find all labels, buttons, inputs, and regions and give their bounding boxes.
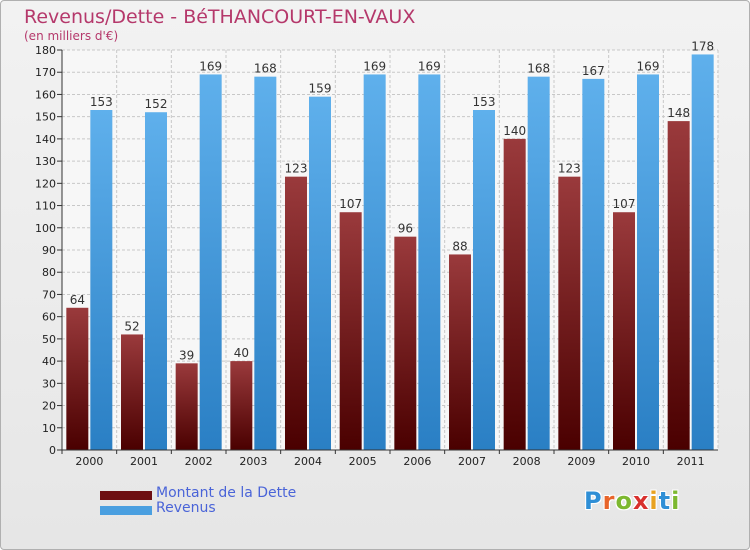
y-tick-label: 40 bbox=[42, 355, 56, 368]
logo-letter: P bbox=[584, 487, 603, 515]
data-label: 169 bbox=[637, 59, 660, 73]
y-tick-label: 160 bbox=[35, 88, 56, 101]
logo-letter: i bbox=[671, 487, 681, 515]
x-tick-label: 2003 bbox=[239, 455, 267, 468]
logo-letter: r bbox=[602, 487, 616, 515]
bar-dette bbox=[66, 307, 89, 450]
bar-revenus bbox=[199, 74, 222, 450]
y-tick-label: 70 bbox=[42, 288, 56, 301]
y-tick-label: 30 bbox=[42, 377, 56, 390]
legend-swatch-dette bbox=[100, 491, 152, 500]
bar-dette bbox=[503, 138, 526, 450]
y-tick-label: 150 bbox=[35, 111, 56, 124]
bar-dette bbox=[558, 176, 581, 450]
y-tick-label: 170 bbox=[35, 66, 56, 79]
bar-dette bbox=[339, 212, 362, 450]
data-label: 152 bbox=[145, 97, 168, 111]
x-tick-label: 2005 bbox=[349, 455, 377, 468]
bar-dette bbox=[285, 176, 307, 450]
y-tick-label: 110 bbox=[35, 200, 56, 213]
data-label: 169 bbox=[418, 59, 441, 73]
proxiti-logo: Proxiti bbox=[584, 487, 680, 515]
logo-letter: x bbox=[632, 487, 650, 515]
chart-subtitle: (en milliers d'€) bbox=[24, 29, 119, 43]
data-label: 168 bbox=[254, 62, 277, 76]
data-label: 169 bbox=[199, 59, 222, 73]
data-label: 159 bbox=[309, 82, 332, 96]
bar-revenus bbox=[473, 110, 495, 450]
x-tick-label: 2000 bbox=[75, 455, 103, 468]
legend-swatch-revenus bbox=[100, 506, 152, 515]
y-tick-label: 130 bbox=[35, 155, 56, 168]
logo-letter: t bbox=[658, 487, 672, 515]
data-label: 123 bbox=[558, 162, 581, 176]
y-tick-label: 20 bbox=[42, 400, 56, 413]
y-tick-label: 100 bbox=[35, 222, 56, 235]
data-label: 167 bbox=[582, 64, 605, 78]
bar-revenus bbox=[254, 76, 277, 451]
data-label: 123 bbox=[285, 162, 308, 176]
data-label: 40 bbox=[234, 346, 249, 360]
chart-title: Revenus/Dette - BéTHANCOURT-EN-VAUX bbox=[24, 6, 416, 28]
data-label: 178 bbox=[691, 39, 714, 53]
data-label: 153 bbox=[90, 95, 113, 109]
x-tick-label: 2008 bbox=[513, 455, 541, 468]
y-tick-label: 90 bbox=[42, 244, 56, 257]
data-label: 96 bbox=[398, 222, 413, 236]
y-tick-label: 0 bbox=[49, 444, 56, 457]
bar-revenus bbox=[309, 96, 331, 451]
data-label: 148 bbox=[667, 106, 690, 120]
x-tick-label: 2006 bbox=[403, 455, 431, 468]
bar-dette bbox=[613, 212, 635, 450]
logo-letter: i bbox=[649, 487, 659, 515]
y-tick-label: 10 bbox=[42, 422, 56, 435]
x-tick-label: 2010 bbox=[622, 455, 650, 468]
y-tick-label: 140 bbox=[35, 133, 56, 146]
x-tick-label: 2004 bbox=[294, 455, 322, 468]
data-label: 169 bbox=[363, 59, 386, 73]
y-tick-label: 120 bbox=[35, 177, 56, 190]
x-tick-label: 2001 bbox=[130, 455, 158, 468]
x-tick-label: 2009 bbox=[567, 455, 595, 468]
data-label: 39 bbox=[179, 348, 194, 362]
data-label: 107 bbox=[613, 197, 636, 211]
y-tick-label: 60 bbox=[42, 311, 56, 324]
data-label: 88 bbox=[452, 239, 467, 253]
bar-dette bbox=[175, 363, 198, 450]
bar-dette bbox=[667, 121, 690, 450]
bar-revenus bbox=[691, 54, 714, 450]
legend-label-revenus: Revenus bbox=[156, 500, 216, 516]
x-tick-label: 2007 bbox=[458, 455, 486, 468]
bar-dette bbox=[230, 361, 253, 450]
bar-revenus bbox=[145, 112, 167, 450]
data-label: 64 bbox=[70, 293, 85, 307]
data-label: 153 bbox=[473, 95, 496, 109]
y-tick-label: 180 bbox=[35, 44, 56, 57]
y-tick-label: 50 bbox=[42, 333, 56, 346]
x-tick-label: 2011 bbox=[677, 455, 705, 468]
bar-revenus bbox=[582, 78, 605, 450]
bar-dette bbox=[394, 236, 417, 450]
y-tick-label: 80 bbox=[42, 266, 56, 279]
data-label: 52 bbox=[124, 319, 139, 333]
x-tick-label: 2002 bbox=[185, 455, 213, 468]
bar-revenus bbox=[90, 110, 113, 450]
legend-label-dette: Montant de la Dette bbox=[156, 485, 297, 501]
bar-revenus bbox=[527, 76, 550, 451]
bar-dette bbox=[121, 334, 143, 450]
bar-revenus bbox=[637, 74, 659, 450]
logo-letter: o bbox=[615, 487, 633, 515]
bar-revenus bbox=[418, 74, 441, 450]
data-label: 140 bbox=[503, 124, 526, 138]
data-label: 107 bbox=[339, 197, 362, 211]
bar-dette bbox=[449, 254, 471, 450]
bar-revenus bbox=[363, 74, 386, 450]
data-label: 168 bbox=[527, 62, 550, 76]
